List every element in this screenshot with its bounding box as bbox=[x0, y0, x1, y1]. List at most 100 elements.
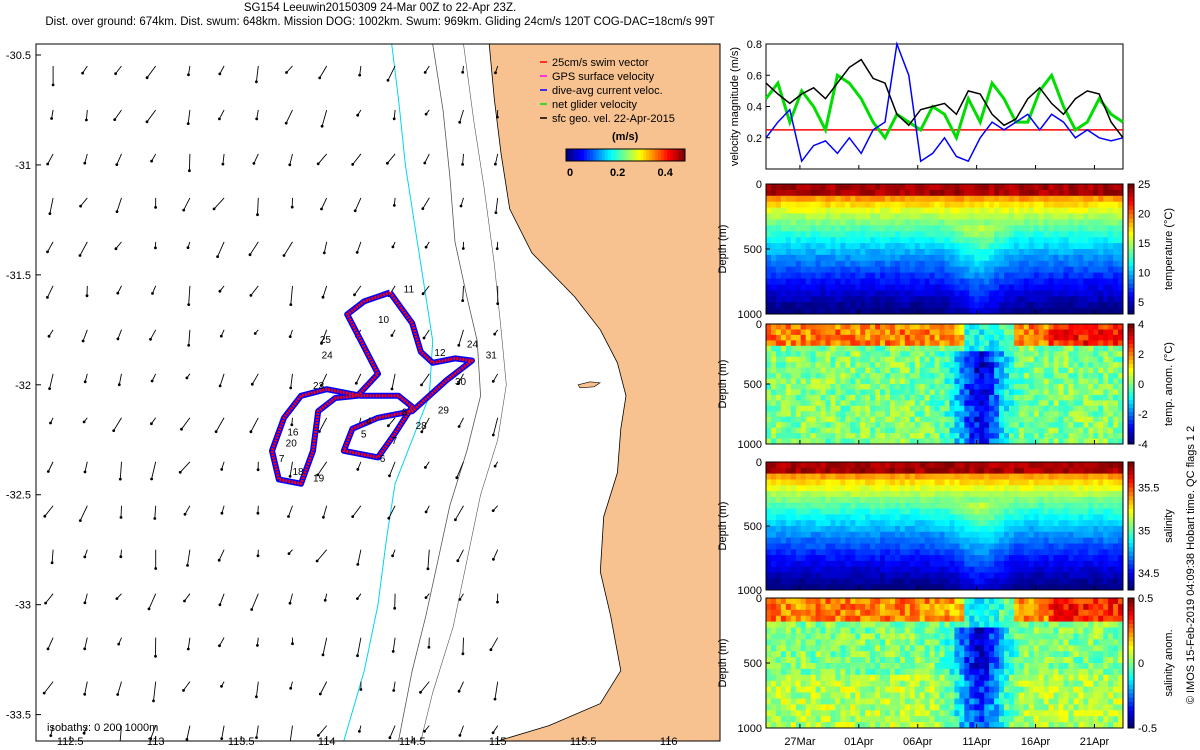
heatmap-cell bbox=[1048, 334, 1054, 341]
heatmap-cell bbox=[1083, 491, 1089, 498]
heatmap-cell bbox=[815, 526, 821, 533]
heatmap-cell bbox=[954, 400, 960, 407]
heatmap-cell bbox=[929, 195, 935, 203]
heatmap-cell bbox=[845, 378, 851, 385]
heatmap-cell bbox=[939, 367, 945, 374]
heatmap-cell bbox=[1103, 308, 1109, 315]
heatmap-cell bbox=[870, 479, 876, 486]
heatmap-cell bbox=[1088, 384, 1094, 390]
vector-arrow bbox=[460, 197, 464, 207]
vector-arrow bbox=[321, 329, 328, 344]
heatmap-cell bbox=[825, 308, 831, 315]
heatmap-cell bbox=[815, 537, 821, 544]
heatmap-cell bbox=[1108, 433, 1114, 439]
heatmap-cell bbox=[964, 324, 970, 330]
heatmap-cell bbox=[984, 272, 990, 279]
heatmap-cell bbox=[909, 207, 916, 214]
heatmap-cell bbox=[989, 272, 995, 279]
vector-arrow-head bbox=[186, 122, 190, 125]
heatmap-cell bbox=[870, 384, 876, 390]
heatmap-cell bbox=[1063, 308, 1069, 315]
heatmap-cell bbox=[1004, 520, 1010, 527]
heatmap-cell bbox=[914, 213, 921, 220]
heatmap-cell bbox=[1093, 201, 1099, 208]
heatmap-cell bbox=[850, 207, 856, 214]
heatmap-cell bbox=[1113, 266, 1119, 273]
heatmap-cell bbox=[795, 290, 802, 297]
heatmap-cell bbox=[1053, 329, 1059, 336]
heatmap-cell bbox=[964, 422, 970, 429]
heatmap-cell bbox=[775, 531, 782, 538]
heatmap-cell bbox=[875, 356, 881, 363]
heatmap-cell bbox=[1103, 462, 1109, 469]
heatmap-cell bbox=[795, 237, 802, 244]
heatmap-cell bbox=[1033, 351, 1040, 358]
heatmap-cell bbox=[914, 356, 921, 363]
heatmap-cell bbox=[825, 543, 831, 550]
heatmap-cell bbox=[825, 225, 831, 232]
heatmap-cell bbox=[850, 260, 856, 268]
heatmap-cell bbox=[904, 296, 911, 303]
heatmap-cell bbox=[790, 219, 797, 226]
heatmap-colorbar-tick-label: 25 bbox=[1138, 179, 1150, 191]
heatmap-cell bbox=[1028, 284, 1035, 291]
heatmap-cell bbox=[1073, 384, 1079, 390]
heatmap-cell bbox=[850, 189, 856, 197]
heatmap-cell bbox=[800, 195, 807, 203]
heatmap-cell bbox=[1018, 400, 1025, 407]
heatmap-cell bbox=[1048, 278, 1054, 285]
heatmap-cell bbox=[830, 549, 836, 556]
heatmap-cell bbox=[964, 195, 970, 203]
vector-arrow-head bbox=[182, 689, 185, 692]
heatmap-cell bbox=[1083, 384, 1089, 390]
heatmap-cell bbox=[1009, 531, 1015, 538]
heatmap-cell bbox=[989, 394, 995, 401]
heatmap-cell bbox=[1028, 427, 1035, 434]
heatmap-cell bbox=[1068, 189, 1074, 197]
heatmap-cell bbox=[1073, 351, 1079, 358]
heatmap-cell bbox=[964, 254, 970, 262]
heatmap-cell bbox=[964, 356, 970, 363]
heatmap-cell bbox=[1004, 356, 1010, 363]
heatmap-cell bbox=[775, 195, 782, 203]
heatmap-cell bbox=[999, 254, 1005, 262]
heatmap-cell bbox=[855, 272, 861, 279]
heatmap-cell bbox=[1113, 345, 1119, 352]
heatmap-cell bbox=[785, 491, 792, 498]
heatmap-cell bbox=[790, 231, 797, 238]
heatmap-cell bbox=[780, 284, 787, 291]
heatmap-cell bbox=[944, 243, 950, 250]
heatmap-cell bbox=[815, 531, 821, 538]
heatmap-cell bbox=[964, 367, 970, 374]
heatmap-cell bbox=[1098, 237, 1104, 244]
heatmap-cell bbox=[944, 405, 950, 412]
heatmap-cell bbox=[929, 329, 935, 336]
land-mass bbox=[488, 44, 720, 741]
heatmap-cell bbox=[1033, 433, 1040, 439]
heatmap-cell bbox=[984, 537, 990, 544]
heatmap-colorbar-tick-label: 0 bbox=[1138, 379, 1144, 391]
heatmap-cell bbox=[894, 324, 901, 330]
heatmap-cell bbox=[919, 389, 926, 396]
heatmap-cell bbox=[984, 237, 990, 244]
heatmap-cell bbox=[924, 345, 931, 352]
heatmap-cell bbox=[1063, 400, 1069, 407]
heatmap-cell bbox=[820, 324, 826, 330]
heatmap-cell bbox=[825, 340, 831, 347]
heatmap-cell bbox=[890, 479, 896, 486]
vector-arrow bbox=[288, 505, 293, 517]
heatmap-cell bbox=[1068, 537, 1074, 544]
heatmap-cell bbox=[964, 272, 970, 279]
heatmap-cell bbox=[865, 537, 871, 544]
heatmap-cell bbox=[929, 266, 935, 273]
heatmap-cell bbox=[780, 213, 787, 220]
heatmap-cell bbox=[909, 231, 916, 238]
heatmap-cell bbox=[949, 237, 955, 244]
heatmap-cell bbox=[1113, 324, 1119, 330]
heatmap-cell bbox=[810, 362, 816, 369]
heatmap-cell bbox=[1063, 479, 1069, 486]
heatmap-cell bbox=[944, 514, 950, 521]
colorbar-cell bbox=[566, 149, 570, 161]
heatmap-cell bbox=[825, 231, 831, 238]
heatmap-cell bbox=[914, 549, 921, 556]
